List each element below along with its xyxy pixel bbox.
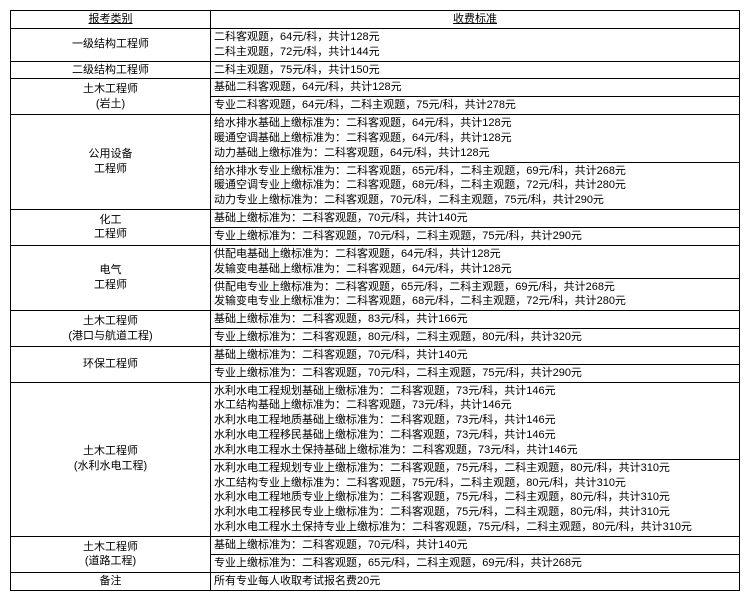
category-cell: 公用设备工程师 [11, 115, 211, 210]
fee-cell: 供配电基础上缴标准为：二科客观题，64元/科，共计128元发输变电基础上缴标准为… [211, 245, 740, 278]
fee-cell: 专业上缴标准为：二科客观题，70元/科，二科主观题，75元/科，共计290元 [211, 227, 740, 245]
category-cell: 电气工程师 [11, 245, 211, 310]
table-row: 公用设备工程师给水排水基础上缴标准为：二科客观题，64元/科，共计128元暖通空… [11, 115, 740, 163]
fee-cell: 水利水电工程规划基础上缴标准为：二科客观题，73元/科，共计146元水工结构基础… [211, 382, 740, 459]
table-row: 一级结构工程师二科客观题，64元/科，共计128元二科主观题，72元/科，共计1… [11, 28, 740, 61]
table-row: 环保工程师基础上缴标准为：二科客观题，70元/科，共计140元 [11, 346, 740, 364]
fee-cell: 基础上缴标准为：二科客观题，83元/科，共计166元 [211, 311, 740, 329]
table-row: 土木工程师(港口与航道工程)基础上缴标准为：二科客观题，83元/科，共计166元 [11, 311, 740, 329]
table-row: 备注所有专业每人收取考试报名费20元 [11, 572, 740, 590]
table-row: 土木工程师(道路工程)基础上缴标准为：二科客观题，70元/科，共计140元 [11, 537, 740, 555]
fee-cell: 所有专业每人收取考试报名费20元 [211, 572, 740, 590]
fee-cell: 供配电专业上缴标准为：二科客观题，65元/科，二科主观题，69元/科，共计268… [211, 278, 740, 311]
table-row: 土木工程师(水利水电工程)水利水电工程规划基础上缴标准为：二科客观题，73元/科… [11, 382, 740, 459]
fee-cell: 给水排水专业上缴标准为：二科客观题，65元/科，二科主观题，69元/科，共计26… [211, 162, 740, 210]
fee-table: 报考类别收费标准一级结构工程师二科客观题，64元/科，共计128元二科主观题，7… [10, 10, 740, 591]
table-row: 二级结构工程师二科主观题，75元/科，共计150元 [11, 61, 740, 79]
fee-cell: 专业上缴标准为：二科客观题，80元/科，二科主观题，80元/科，共计320元 [211, 329, 740, 347]
category-cell: 二级结构工程师 [11, 61, 211, 79]
fee-cell: 专业二科客观题，64元/科，二科主观题，75元/科，共计278元 [211, 97, 740, 115]
fee-cell: 水利水电工程规划专业上缴标准为：二科客观题，75元/科，二科主观题，80元/科，… [211, 459, 740, 536]
fee-cell: 二科主观题，75元/科，共计150元 [211, 61, 740, 79]
fee-cell: 专业上缴标准为：二科客观题，65元/科，二科主观题，69元/科，共计268元 [211, 554, 740, 572]
category-cell: 备注 [11, 572, 211, 590]
table-row: 化工工程师基础上缴标准为：二科客观题，70元/科，共计140元 [11, 210, 740, 228]
fee-cell: 给水排水基础上缴标准为：二科客观题，64元/科，共计128元暖通空调基础上缴标准… [211, 115, 740, 163]
fee-cell: 基础二科客观题，64元/科，共计128元 [211, 79, 740, 97]
header-fee: 收费标准 [211, 11, 740, 29]
fee-cell: 基础上缴标准为：二科客观题，70元/科，共计140元 [211, 346, 740, 364]
category-cell: 土木工程师(港口与航道工程) [11, 311, 211, 347]
category-cell: 环保工程师 [11, 346, 211, 382]
category-cell: 土木工程师(水利水电工程) [11, 382, 211, 536]
fee-cell: 专业上缴标准为：二科客观题，70元/科，二科主观题，75元/科，共计290元 [211, 364, 740, 382]
fee-cell: 二科客观题，64元/科，共计128元二科主观题，72元/科，共计144元 [211, 28, 740, 61]
header-category: 报考类别 [11, 11, 211, 29]
table-row: 电气工程师供配电基础上缴标准为：二科客观题，64元/科，共计128元发输变电基础… [11, 245, 740, 278]
fee-cell: 基础上缴标准为：二科客观题，70元/科，共计140元 [211, 210, 740, 228]
category-cell: 土木工程师(岩土) [11, 79, 211, 115]
table-header-row: 报考类别收费标准 [11, 11, 740, 29]
fee-cell: 基础上缴标准为：二科客观题，70元/科，共计140元 [211, 537, 740, 555]
category-cell: 一级结构工程师 [11, 28, 211, 61]
category-cell: 土木工程师(道路工程) [11, 537, 211, 573]
table-row: 土木工程师(岩土)基础二科客观题，64元/科，共计128元 [11, 79, 740, 97]
category-cell: 化工工程师 [11, 210, 211, 246]
